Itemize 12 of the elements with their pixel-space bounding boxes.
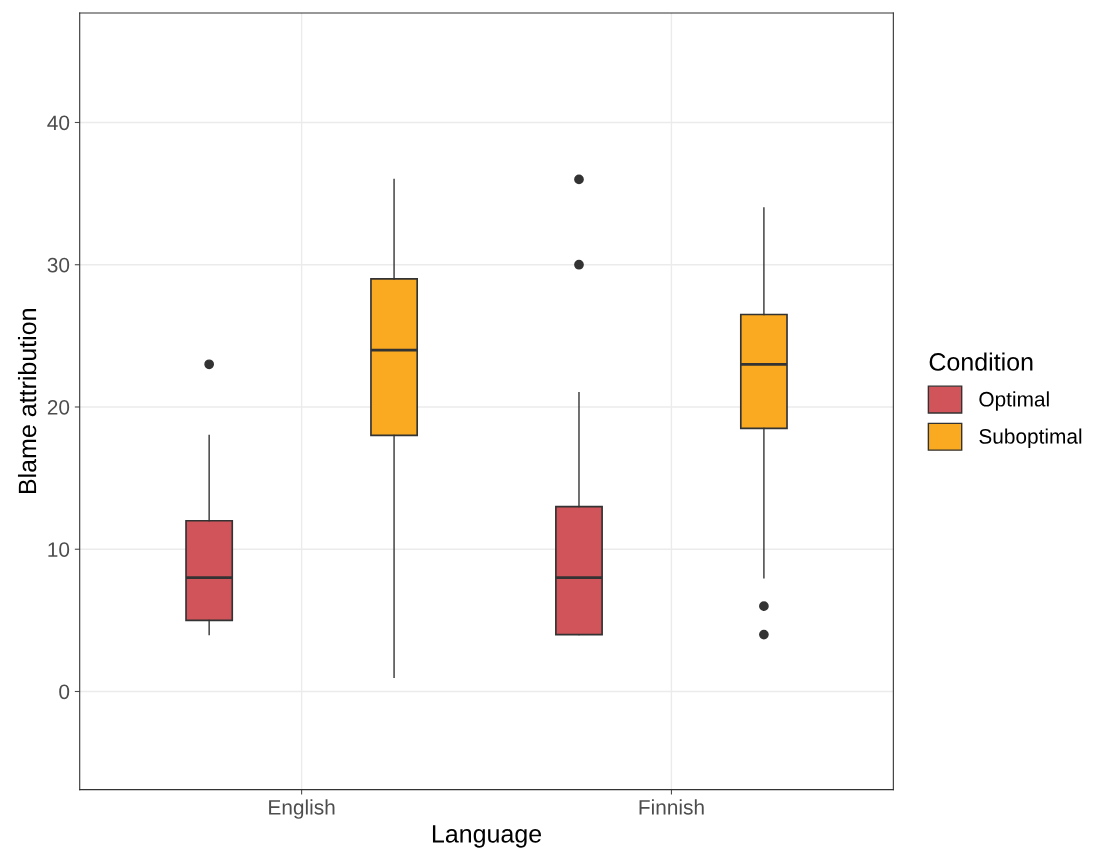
y-tick-label: 10 [48, 542, 70, 557]
legend-title: Condition [929, 352, 1033, 371]
legend-label: Optimal [979, 391, 1049, 411]
legend-label: Suboptimal [979, 428, 1082, 448]
x-tick-label: English [269, 799, 335, 819]
y-tick-label: 20 [47, 399, 70, 415]
x-axis-title: Language [432, 825, 542, 848]
y-tick-label: 30 [47, 257, 70, 273]
y-tick-label: 40 [47, 115, 70, 131]
y-tick-label: 0 [59, 684, 70, 700]
x-tick-label: Finnish [639, 799, 704, 815]
y-axis-title: Blame attribution [17, 309, 37, 494]
